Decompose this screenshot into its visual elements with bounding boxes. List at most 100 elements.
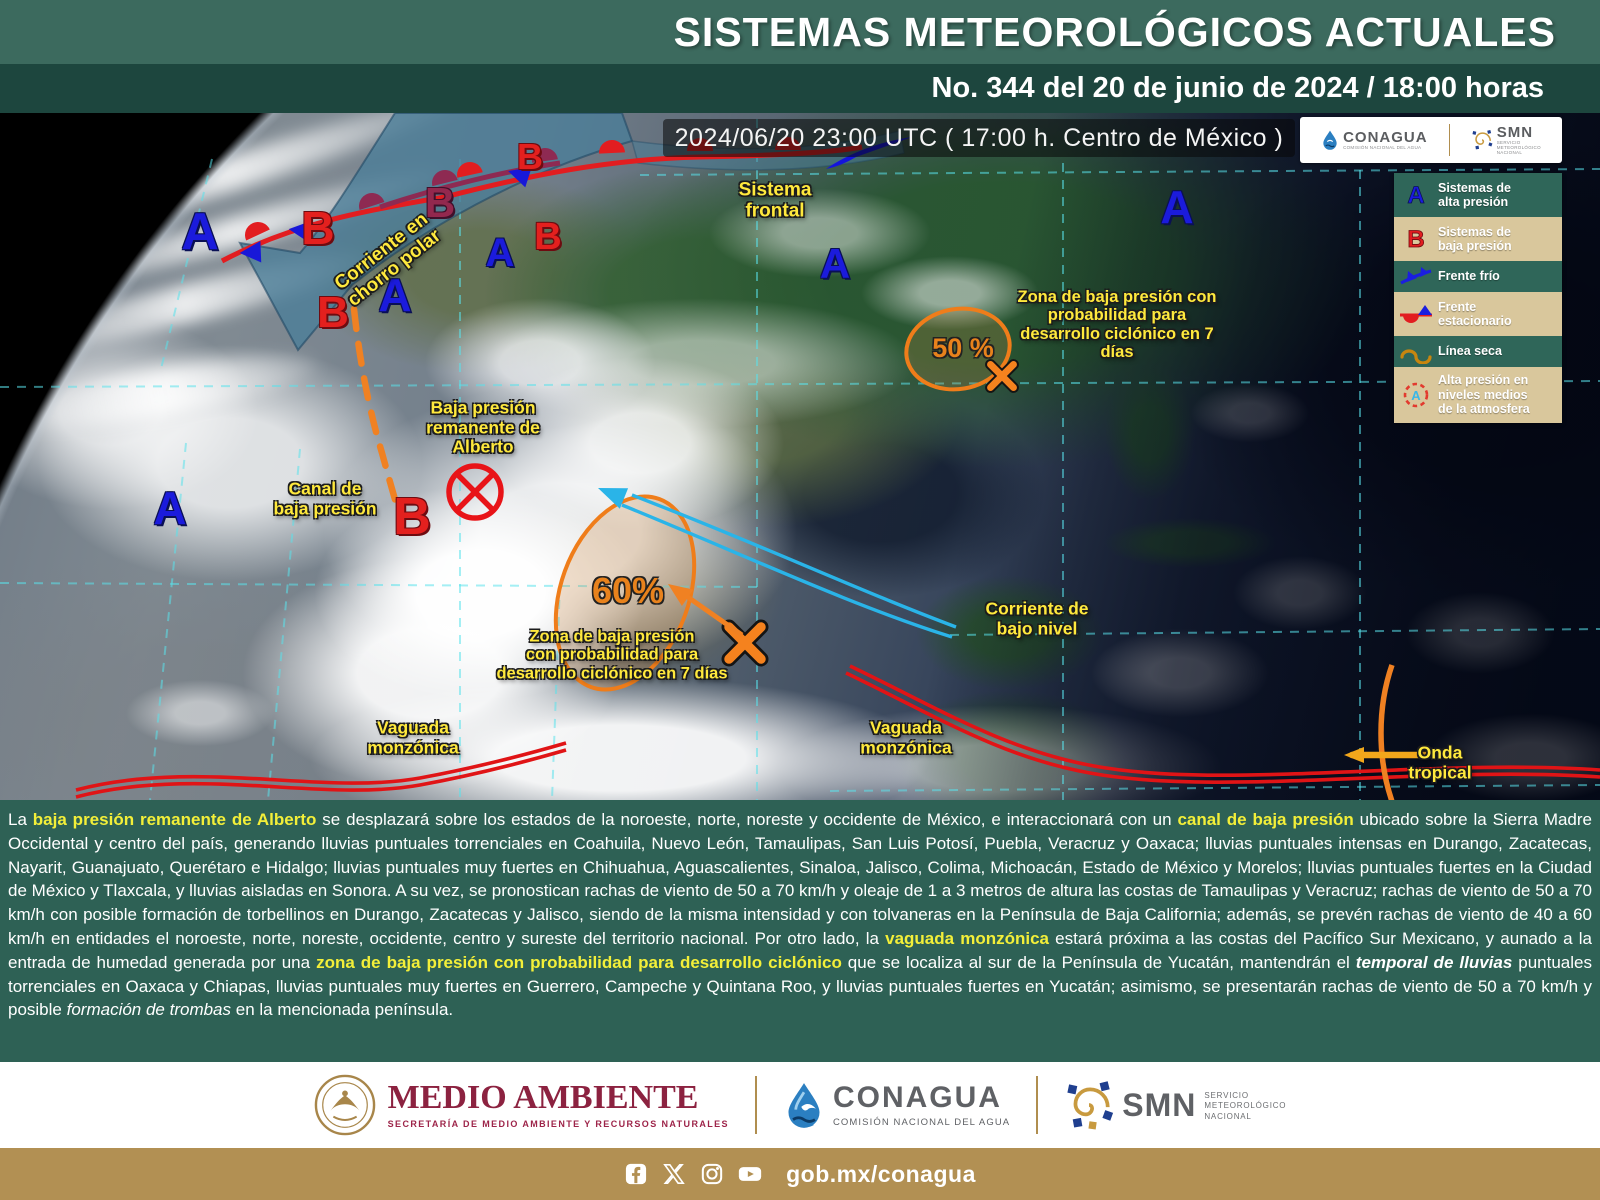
semarnat-brand: MEDIO AMBIENTE SECRETARÍA DE MEDIO AMBIE… [314,1074,729,1136]
smn-mini-sub-3: NACIONAL [1496,150,1523,156]
conagua-mini-sub: COMISIÓN NACIONAL DEL AGUA [1343,144,1422,150]
dry-line-icon [1394,340,1438,364]
summary-text: se desplazará sobre los estados de la no… [316,810,1178,829]
mid-level-high-icon: A [1394,381,1438,409]
pressure-letter-a: A [181,203,219,261]
stationary-front-icon [1394,301,1438,327]
header-subtitle-bar: No. 344 del 20 de junio de 2024 / 18:00 … [0,64,1600,113]
vaguada-monzonica-oeste-label: Vaguada monzónica [367,717,459,757]
legend-item-label: Frente estacionario [1438,299,1512,328]
zona-baja-presion-ne-label: Zona de baja presión con probabilidad par… [1017,288,1217,362]
pressure-letter-a: A [485,231,515,275]
low-pressure-channel-line [350,305,400,507]
onda-tropical-label: Onda tropical [1408,742,1472,782]
summary-text: en la mencionada península. [231,1000,454,1020]
semarnat-subtitle: SECRETARÍA DE MEDIO AMBIENTE Y RECURSOS … [387,1119,729,1129]
x-twitter-icon[interactable] [662,1162,686,1186]
social-bar: gob.mx/conagua [0,1148,1600,1200]
svg-text:B: B [1407,226,1424,252]
satellite-timestamp: 2024/06/20 23:00 UTC ( 17:00 h. Centro d… [663,119,1295,157]
smn-mini-brand: SMN SERVICIO METEOROLÓGICO NACIONAL [1471,125,1541,156]
footer: MEDIO AMBIENTE SECRETARÍA DE MEDIO AMBIE… [0,1062,1600,1148]
pressure-letter-b: B [517,136,543,177]
dev-zone-pointer-arrow [668,584,744,638]
cold-front-arrowhead [826,137,912,169]
canal-baja-presion-label: Canal de baja presión [273,478,377,518]
legend-item-mid-level-high: A Alta presión en niveles medios de la atmo… [1394,367,1562,423]
legend-item-cold-front: Frente frío [1394,261,1562,292]
legend-item-label: Alta presión en niveles medios de la atmos… [1438,373,1530,417]
graticule [0,119,1600,800]
facebook-icon[interactable] [624,1162,648,1186]
summary-text: ubicado sobre la Sierra Madre Occidental… [8,810,1593,948]
summary-highlight: baja presión remanente de Alberto [32,810,317,829]
conagua-brand: CONAGUA COMISIÓN NACIONAL DEL AGUA [783,1080,1010,1130]
smn-wordmark: SMN [1122,1087,1197,1123]
svg-text:A: A [1407,182,1424,208]
conagua-wordmark: CONAGUA [832,1080,1002,1114]
legend-item-low-pressure-b: B Sistemas de baja presión [1394,217,1562,261]
smn-spiral-icon [1067,1081,1114,1130]
legend-item-label: Sistemas de alta presión [1438,180,1511,209]
header: SISTEMAS METEOROLÓGICOS ACTUALES [0,0,1600,64]
zona-baja-presion-sw-label: Zona de baja presión con probabilidad par… [496,627,728,683]
bulletin-number: No. 344 del 20 de junio de 2024 / 18:00 … [931,72,1544,104]
pressure-letter-b: B [393,488,431,546]
satellite-map: A B B B A B A B A A A B Sistema frontal Corriente en ch… [0,113,1600,800]
forecast-summary: La baja presión remanente de Alberto se … [0,800,1600,1062]
map-logo-box: CONAGUA COMISIÓN NACIONAL DEL AGUA SMN S… [1300,117,1562,163]
conagua-drop-icon [788,1083,820,1128]
low-level-current-arrow [598,488,957,639]
pressure-letter-a: A [819,240,851,287]
pressure-letter-a: A [378,269,412,321]
youtube-icon[interactable] [738,1162,762,1186]
summary-highlight: vaguada monzónica [885,928,1050,948]
smn-spiral-icon [1472,129,1493,150]
legend-item-high-pressure-a: A Sistemas de alta presión [1394,173,1562,217]
pressure-letter-b: B [301,202,335,254]
social-url[interactable]: gob.mx/conagua [786,1160,976,1187]
legend-item-label: Frente frío [1438,269,1500,284]
map-legend: A Sistemas de alta presión B Sistemas de baja… [1394,173,1562,423]
summary-highlight: canal de baja presión [1177,810,1354,829]
summary-text: estará próxima a las costas del Pacífico… [8,928,1592,972]
corriente-bajo-nivel-label: Corriente de bajo nivel [985,598,1089,638]
dev-zone-60pct-ellipse [553,494,697,692]
smn-brand: SMN SERVICIO METEOROLÓGICO NACIONAL [1064,1080,1286,1130]
legend-item-label: Sistemas de baja presión [1438,224,1512,253]
pressure-letter-b: B [424,179,456,226]
pressure-letter-b: B [317,288,349,337]
svg-text:A: A [1411,388,1421,403]
low-pressure-b-icon: B [1394,226,1438,252]
monsoon-trough-lines [75,664,1600,799]
summary-highlight: zona de baja presión con probabilidad pa… [316,952,842,972]
summary-text: puntuales torrenciales en Oaxaca y Chiap… [8,952,1592,1020]
page-title: SISTEMAS METEOROLÓGICOS ACTUALES [673,8,1556,55]
summary-text: formación de trombas [66,1000,232,1020]
summary-text: La [8,810,33,829]
smn-mini-sub-1: SERVICIO [1496,139,1521,145]
logo-divider [1448,124,1450,156]
tropical-wave-line [1344,664,1434,800]
footer-divider [1036,1076,1039,1134]
summary-text: que se localiza al sur de la Península d… [841,952,1356,972]
conagua-mini-brand: CONAGUA COMISIÓN NACIONAL DEL AGUA [1321,128,1428,152]
sistema-frontal-label: Sistema frontal [738,179,812,222]
smn-mini-sub-2: METEOROLÓGICO [1496,144,1541,150]
legend-item-label: Línea seca [1438,344,1502,359]
smn-mini-wordmark: SMN [1496,123,1534,141]
dev-zone-50pct-ellipse [904,306,1012,392]
vaguada-monzonica-este-label: Vaguada monzónica [860,717,952,757]
dev-zone-x-marker-ne [985,359,1019,393]
legend-item-dry-line: Línea seca [1394,336,1562,367]
instagram-icon[interactable] [700,1162,724,1186]
high-pressure-a-icon: A [1394,182,1438,208]
cold-front-icon [1394,265,1438,289]
footer-divider [754,1076,757,1134]
conagua-subtitle: COMISIÓN NACIONAL DEL AGUA [832,1116,1011,1128]
weather-symbols-overlay [0,113,1600,800]
smn-subtitle: SERVICIO METEOROLÓGICO NACIONAL [1204,1090,1287,1121]
pressure-letter-b: B [534,216,562,258]
baja-presion-alberto-label: Baja presión remanente de Alberto [426,397,540,457]
